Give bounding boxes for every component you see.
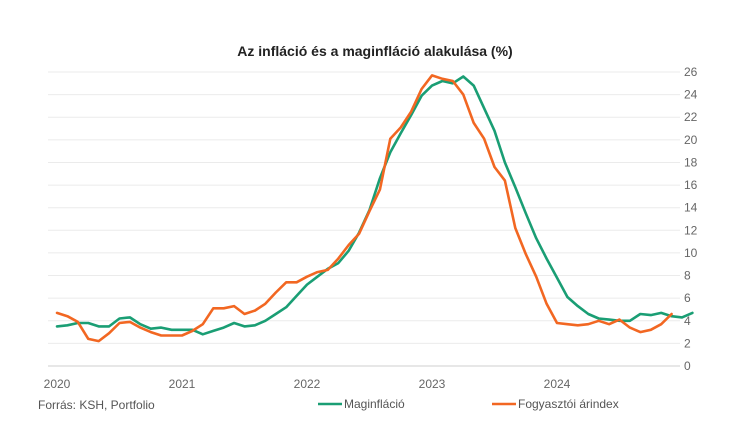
y-tick-label: 16 — [684, 178, 698, 192]
x-tick-label: 2020 — [44, 377, 71, 391]
y-tick-label: 10 — [684, 246, 698, 260]
x-tick-label: 2024 — [544, 377, 571, 391]
source-note: Forrás: KSH, Portfolio — [38, 398, 155, 412]
x-tick-label: 2021 — [169, 377, 196, 391]
series-line-fogyasztoi-arindex — [55, 74, 673, 343]
gridlines — [48, 71, 680, 367]
series-lines — [55, 74, 694, 343]
series-line-maginflacio — [55, 75, 694, 336]
y-tick-label: 22 — [684, 110, 698, 124]
x-tick-label: 2022 — [294, 377, 321, 391]
y-tick-label: 2 — [684, 336, 691, 350]
y-tick-label: 4 — [684, 314, 691, 328]
legend-label: Maginfláció — [344, 397, 405, 411]
y-tick-label: 12 — [684, 223, 698, 237]
legend-label: Fogyasztói árindex — [518, 397, 619, 411]
y-tick-label: 20 — [684, 133, 698, 147]
legend: Maginfláció Fogyasztói árindex — [318, 397, 619, 411]
y-tick-label: 6 — [684, 291, 691, 305]
chart-title: Az infláció és a maginfláció alakulása (… — [237, 43, 512, 59]
y-tick-label: 26 — [684, 65, 698, 79]
y-tick-label: 24 — [684, 88, 698, 102]
x-axis-ticks: 2020 2021 2022 2023 2024 — [44, 377, 571, 391]
y-tick-label: 0 — [684, 359, 691, 373]
y-tick-label: 14 — [684, 201, 698, 215]
y-tick-label: 8 — [684, 269, 691, 283]
y-tick-label: 18 — [684, 155, 698, 169]
x-tick-label: 2023 — [419, 377, 446, 391]
